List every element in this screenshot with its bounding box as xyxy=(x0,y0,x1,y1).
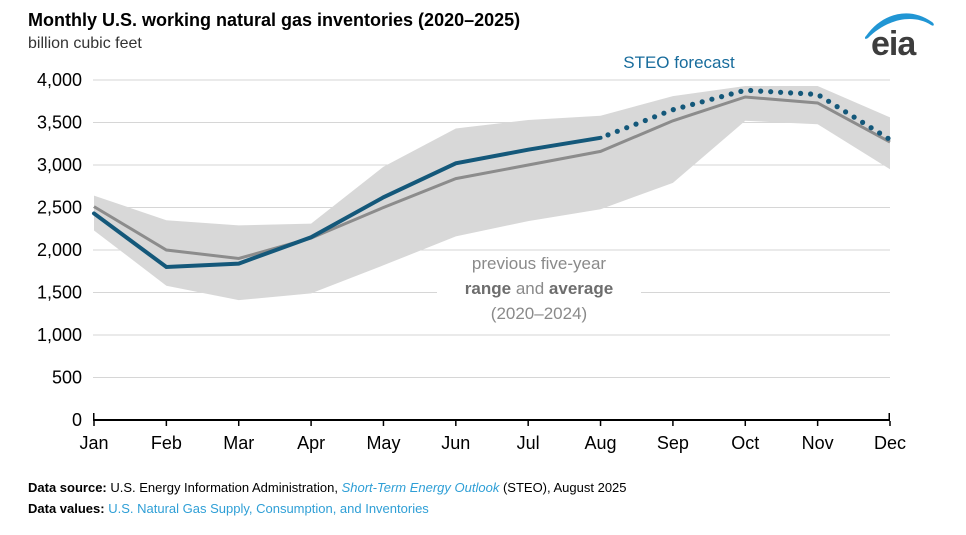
steo-forecast-dot xyxy=(670,107,676,113)
steo-forecast-dot xyxy=(834,104,840,110)
five-year-range-band xyxy=(94,85,890,301)
eia-logo: eia xyxy=(864,13,934,63)
steo-forecast-dot xyxy=(690,101,696,107)
steo-forecast-dot xyxy=(817,93,823,99)
y-axis-tick-label: 1,500 xyxy=(37,283,82,303)
steo-forecast-dot xyxy=(652,114,658,120)
annotation-average-word: average xyxy=(548,279,614,298)
x-axis-month-label: Mar xyxy=(223,433,254,453)
steo-forecast-dot xyxy=(798,90,804,96)
data-source-text: U.S. Energy Information Administration, xyxy=(106,480,342,495)
data-source-label: Data source: xyxy=(28,480,107,495)
steo-forecast-dot xyxy=(877,130,883,136)
inventory-chart-svg: 0 500 1,000 1,500 2,000 2,500 3,000 3,500 4,000 J… xyxy=(37,70,906,453)
steo-forecast-dot xyxy=(633,121,639,127)
annotation-line1: previous five-year xyxy=(471,254,607,273)
data-values-label: Data values: xyxy=(28,501,105,516)
annotation-years: (2020–2024) xyxy=(490,304,588,323)
five-year-range-annotation: previous five-year range and average (20… xyxy=(437,251,641,326)
steo-forecast-dot xyxy=(860,119,866,125)
steo-forecast-dot xyxy=(738,88,744,94)
steo-forecast-dot xyxy=(605,132,611,138)
steo-forecast-dot xyxy=(728,91,734,97)
y-axis-tick-label: 1,000 xyxy=(37,325,82,345)
data-source-line: Data source: U.S. Energy Information Adm… xyxy=(28,477,627,498)
steo-forecast-dot xyxy=(614,128,620,134)
x-axis-month-label: Jul xyxy=(517,433,540,453)
chart-area: 0 500 1,000 1,500 2,000 2,500 3,000 3,500 4,000 J… xyxy=(37,70,906,453)
y-axis-tick-label: 2,000 xyxy=(37,240,82,260)
five-year-average-line xyxy=(93,95,891,261)
y-axis-tick-label: 4,000 xyxy=(37,70,82,90)
steo-forecast-label: STEO forecast xyxy=(623,53,735,72)
steo-forecast-dot xyxy=(719,94,725,100)
annotation-range-word: range xyxy=(464,279,512,298)
steo-forecast-dot xyxy=(778,89,784,95)
annotation-and-word: and xyxy=(511,279,549,298)
steo-forecast-dot xyxy=(748,87,754,94)
eia-logo-text: eia xyxy=(871,25,917,63)
y-axis-tick-label: 3,500 xyxy=(37,113,82,133)
y-axis-tick-label: 2,500 xyxy=(37,198,82,218)
x-axis-month-label: Oct xyxy=(731,433,759,453)
footer: Data source: U.S. Energy Information Adm… xyxy=(28,477,627,519)
steo-forecast-dot xyxy=(661,110,667,116)
steo-forecast-dot xyxy=(788,90,794,96)
data-source-suffix: (STEO), August 2025 xyxy=(499,480,627,495)
x-axis-month-label: Sep xyxy=(657,433,689,453)
y-axis-tick-label: 500 xyxy=(52,368,82,388)
x-axis-month-label: Jan xyxy=(79,433,108,453)
actual-2025-line xyxy=(92,135,603,270)
steo-forecast-dot xyxy=(808,91,814,97)
x-axis-month-label: Nov xyxy=(802,433,834,453)
x-axis-month-label: Apr xyxy=(297,433,325,453)
data-values-line: Data values: U.S. Natural Gas Supply, Co… xyxy=(28,498,627,519)
steo-forecast-dot xyxy=(642,117,648,124)
y-axis-tick-label: 0 xyxy=(72,410,82,430)
steo-forecast-dot xyxy=(868,125,874,131)
steo-forecast-dot xyxy=(624,125,630,131)
steo-report-link[interactable]: Short-Term Energy Outlook xyxy=(341,480,500,495)
x-axis-month-label: Jun xyxy=(441,433,470,453)
y-axis-tick-label: 3,000 xyxy=(37,155,82,175)
chart-unit-label: billion cubic feet xyxy=(28,35,142,52)
steo-forecast-dot xyxy=(709,96,715,102)
steo-forecast-dot xyxy=(843,109,849,115)
steo-forecast-dot xyxy=(680,104,686,110)
x-axis-month-label: May xyxy=(366,433,400,453)
steo-forecast-dot xyxy=(826,98,832,104)
x-axis-month-label: Aug xyxy=(585,433,617,453)
eia-logo-swoosh-icon xyxy=(864,13,934,39)
page-title: Monthly U.S. working natural gas invento… xyxy=(28,10,521,30)
x-axis-month-label: Feb xyxy=(151,433,182,453)
steo-forecast-dot xyxy=(699,99,705,105)
steo-forecast-dot xyxy=(851,114,857,120)
data-values-link[interactable]: U.S. Natural Gas Supply, Consumption, an… xyxy=(108,501,429,516)
steo-forecast-dot xyxy=(768,89,774,95)
x-axis-month-label: Dec xyxy=(874,433,906,453)
steo-forecast-dot xyxy=(758,88,764,94)
steo-forecast-dot xyxy=(885,135,891,141)
